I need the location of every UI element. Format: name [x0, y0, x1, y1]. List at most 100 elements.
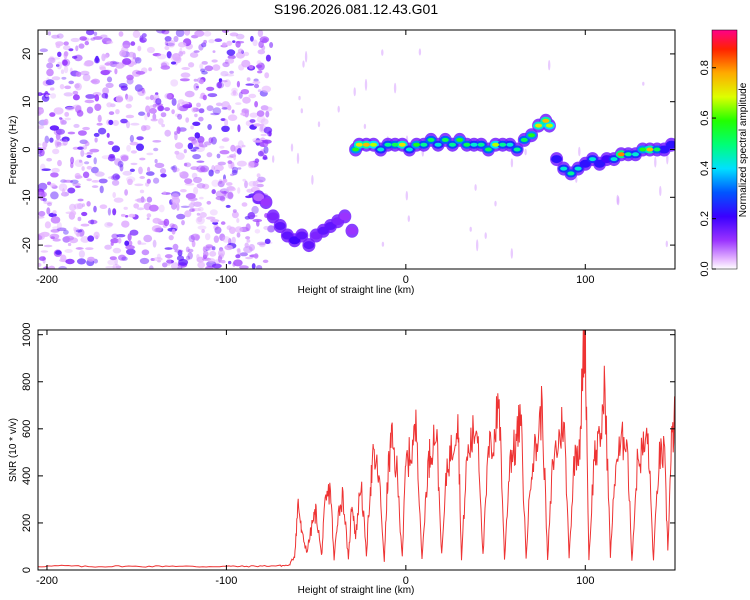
- snr-y-tick-label: 800: [21, 373, 33, 391]
- spectrogram-noise-blob: [236, 232, 241, 238]
- spectrogram-noise-blob: [126, 74, 134, 81]
- tone-track-peak: [653, 147, 661, 152]
- spectrogram-noise-blob: [182, 104, 193, 109]
- spectrogram-noise-blob: [188, 235, 195, 243]
- spectrogram-noise-blob: [72, 104, 82, 110]
- spectrogram-noise-blob: [94, 94, 100, 102]
- spectrogram-noise-blob: [237, 124, 241, 133]
- spectrogram-noise-blob: [203, 250, 209, 258]
- spectrogram-noise-blob: [63, 65, 69, 74]
- spectrogram-noise-blob: [105, 265, 116, 269]
- spectrogram-noise-blob: [106, 40, 114, 44]
- spectrogram-noise-blob: [188, 197, 198, 201]
- spectrogram-noise-blob: [74, 83, 80, 89]
- spectrogram-noise-blob: [193, 50, 200, 53]
- spectrogram-noise-blob: [156, 30, 166, 34]
- spectrogram-noise-blob: [48, 265, 56, 269]
- spectrogram-noise-blob: [166, 258, 172, 266]
- spectrogram-noise-blob: [38, 107, 44, 115]
- spectrogram-noise-blob: [262, 154, 268, 160]
- spectrogram-noise-blob: [112, 120, 120, 126]
- spectrogram-noise-blob: [164, 129, 171, 137]
- spectrogram-noise-blob: [43, 118, 49, 126]
- spectrogram-noise-blob: [52, 148, 60, 155]
- spectrogram-noise-blob: [128, 51, 135, 58]
- spectrogram-noise-blob: [135, 70, 146, 75]
- spectrogram-noise-blob: [196, 212, 201, 216]
- spectrogram-noise-blob: [60, 69, 65, 74]
- spectrogram-noise-blob: [233, 259, 243, 267]
- spectrogram-noise-blob: [103, 54, 109, 59]
- spectrogram-noise-blob: [46, 157, 52, 162]
- spectrogram-noise-blob: [212, 107, 222, 115]
- spectrogram-noise-blob: [138, 242, 147, 245]
- spectrogram-noise-blob: [257, 30, 264, 38]
- spectrogram-noise-blob: [103, 40, 107, 44]
- spectrogram-noise-blob: [77, 258, 86, 265]
- spectrogram-noise-blob: [62, 45, 71, 51]
- spectrogram-noise-blob: [136, 207, 145, 211]
- spectrogram-noise-blob: [107, 259, 116, 265]
- spectrogram-noise-blob: [124, 240, 130, 247]
- tone-track-peak: [492, 142, 500, 147]
- spectrogram-noise-blob: [64, 235, 74, 241]
- tone-track-cell: [579, 159, 591, 168]
- spectrogram-noise-blob: [132, 30, 141, 38]
- spectrogram-noise-blob: [213, 235, 220, 243]
- spectrogram-noise-blob: [134, 198, 144, 202]
- spectrogram-noise-blob: [180, 189, 187, 193]
- spectrogram-noise-blob: [172, 167, 180, 173]
- spectrogram-noise-blob: [174, 56, 181, 62]
- spectrogram-noise-blob: [189, 208, 195, 213]
- spectrogram-noise-blob: [240, 89, 250, 95]
- spectrogram-noise-blob: [216, 153, 221, 159]
- snr-y-label: SNR (10 * v/v): [8, 418, 19, 482]
- spectrogram-noise-blob: [220, 259, 226, 264]
- spectrogram-y-tick-label: 0: [21, 146, 33, 152]
- spectrogram-noise-blob: [208, 39, 215, 44]
- spectrogram-noise-blob: [212, 64, 221, 71]
- spectrogram-noise-blob: [163, 218, 170, 227]
- tone-track-peak: [589, 157, 596, 162]
- spectrogram-noise-blob: [82, 126, 90, 131]
- spectrogram-noise-blob: [80, 223, 90, 227]
- spectrogram-noise-blob: [154, 227, 162, 233]
- spectrogram-noise-blob: [172, 165, 178, 173]
- spectrogram-noise-blob: [73, 226, 77, 232]
- spectrogram-noise-blob: [106, 222, 114, 227]
- spectrogram-noise-blob: [152, 239, 157, 248]
- spectrogram-noise-blob: [115, 62, 125, 69]
- spectrogram-noise-blob: [128, 213, 136, 218]
- spectrogram-noise-blob: [94, 137, 98, 143]
- spectrogram-noise-streak: [494, 200, 497, 207]
- spectrogram-noise-blob: [190, 166, 199, 171]
- spectrogram-noise-blob: [156, 253, 161, 260]
- spectrogram-noise-blob: [75, 229, 83, 233]
- spectrogram-noise-blob: [55, 133, 61, 140]
- spectrogram-noise-blob: [125, 103, 132, 109]
- spectrogram-noise-blob: [62, 139, 68, 146]
- spectrogram-noise-blob: [146, 178, 151, 184]
- spectrogram-noise-blob: [244, 180, 248, 189]
- spectrogram-noise-blob: [43, 244, 53, 248]
- spectrogram-noise-blob: [59, 117, 63, 120]
- spectrogram-noise-blob: [118, 254, 126, 261]
- spectrogram-noise-blob: [213, 164, 224, 172]
- spectrogram-noise-blob: [181, 67, 190, 70]
- spectrogram-noise-streak: [298, 95, 301, 101]
- spectrogram-noise-blob: [68, 48, 74, 52]
- spectrogram-noise-blob: [63, 229, 69, 235]
- spectrogram-noise-blob: [103, 69, 112, 73]
- spectrogram-noise-streak: [616, 194, 619, 205]
- spectrogram-noise-blob: [235, 40, 241, 48]
- spectrogram-noise-blob: [254, 101, 258, 108]
- spectrogram-noise-blob: [198, 116, 204, 122]
- spectrogram-noise-blob: [93, 132, 100, 137]
- spectrogram-noise-blob: [116, 234, 126, 238]
- spectrogram-noise-blob: [224, 73, 235, 77]
- spectrogram-noise-blob: [179, 171, 189, 179]
- spectrogram-noise-blob: [84, 161, 90, 165]
- spectrogram-noise-blob: [227, 104, 232, 111]
- spectrogram-y-tick-label: 20: [21, 48, 33, 60]
- spectrogram-noise-blob: [265, 110, 270, 118]
